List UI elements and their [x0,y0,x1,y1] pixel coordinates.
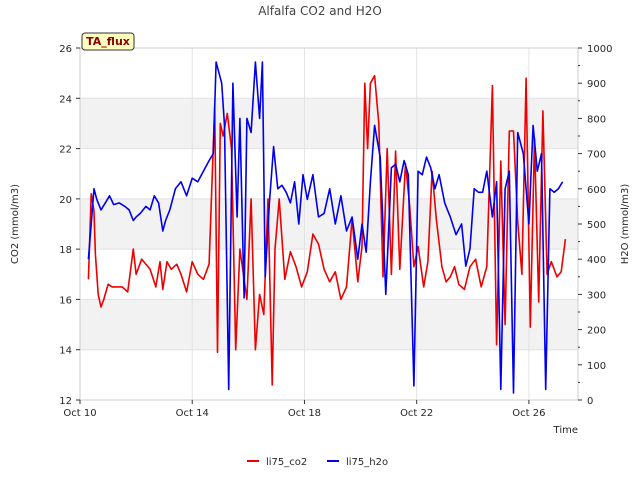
legend-label-co2: li75_co2 [266,457,307,468]
right-tick-label-400: 400 [587,255,606,266]
background-bands [80,98,578,350]
left-axis: 12 14 16 18 20 22 24 26 [59,44,80,407]
x-axis: Oct 10 Oct 14 Oct 18 Oct 22 Oct 26 [63,400,546,419]
band-22-24 [80,98,578,149]
right-tick-label-800: 800 [587,114,606,125]
x-tick-label-Oct 10: Oct 10 [63,408,96,419]
x-tick-label-Oct 22: Oct 22 [400,408,433,419]
chart-title: Alfalfa CO2 and H2O [258,4,382,18]
right-tick-label-700: 700 [587,150,606,161]
x-tick-label-Oct 14: Oct 14 [176,408,209,419]
right-tick-label-500: 500 [587,220,606,231]
right-tick-label-300: 300 [587,290,606,301]
right-tick-label-1000: 1000 [587,44,612,55]
left-tick-label-20: 20 [59,195,72,206]
left-tick-label-26: 26 [59,44,72,55]
left-tick-label-18: 18 [59,245,72,256]
right-axis: 0 100 200 300 400 500 600 700 800 900 1000 [578,44,612,407]
band-14-16 [80,299,578,350]
legend-label-h2o: li75_h2o [346,457,388,468]
x-tick-label-Oct 26: Oct 26 [512,408,545,419]
right-axis-label: H2O (mmol/m3) [620,184,631,265]
left-tick-label-24: 24 [59,94,72,105]
series-line-li75_h2o [87,61,564,394]
right-tick-label-600: 600 [587,185,606,196]
left-tick-label-12: 12 [59,396,72,407]
ta-flux-badge: TA_flux [81,32,135,51]
left-tick-label-22: 22 [59,145,72,156]
series-line-li75_co2 [87,74,567,386]
left-tick-label-16: 16 [59,295,72,306]
left-tick-label-14: 14 [59,346,72,357]
right-tick-label-900: 900 [587,79,606,90]
legend: li75_co2 li75_h2o [247,457,388,468]
right-tick-label-0: 0 [587,396,593,407]
badge-text: TA_flux [86,35,130,48]
right-tick-label-100: 100 [587,361,606,372]
right-tick-label-200: 200 [587,326,606,337]
x-axis-label: Time [553,425,578,436]
left-axis-label: CO2 (mmol/m3) [10,184,21,264]
series-layer [87,61,567,394]
x-tick-label-Oct 18: Oct 18 [288,408,321,419]
